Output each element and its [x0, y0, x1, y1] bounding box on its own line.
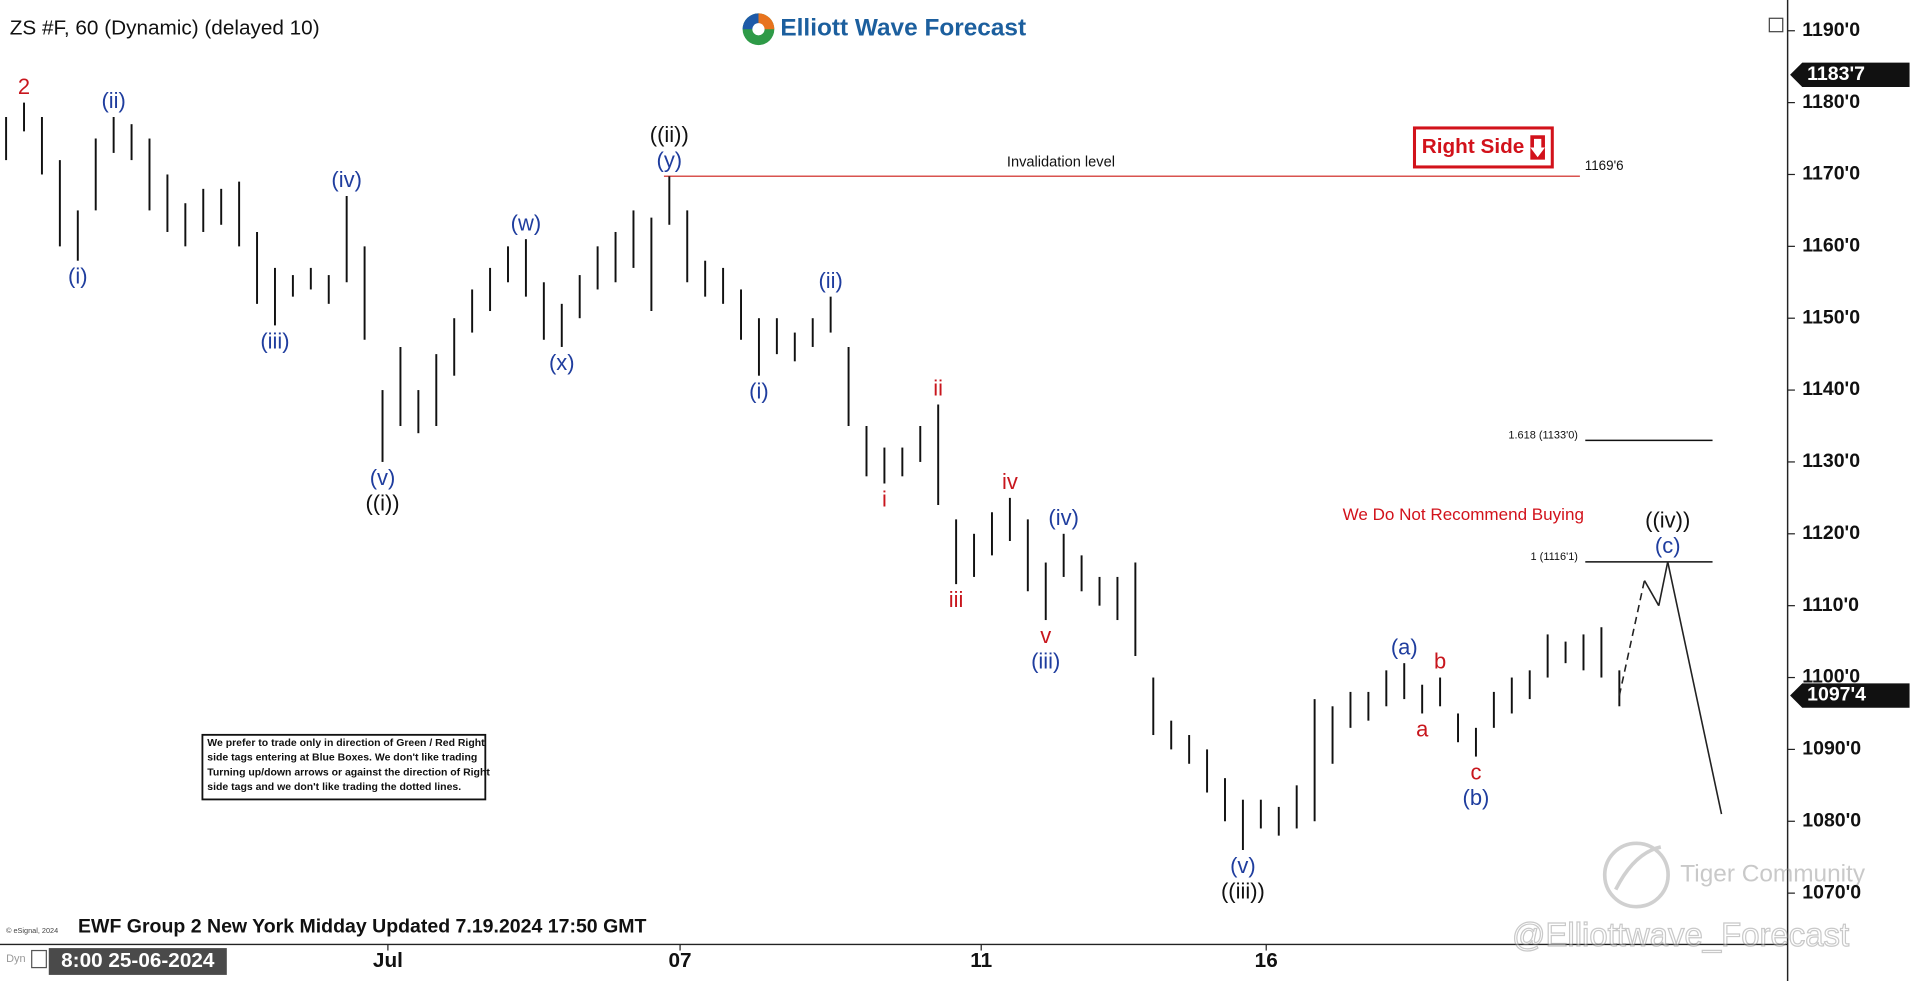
y-tick-label: 1170'0	[1802, 163, 1860, 185]
projection-line	[1618, 580, 1646, 696]
wave-label: (w)	[511, 210, 541, 235]
mode-tag: Dyn	[6, 953, 26, 965]
disclaimer-line: side tags and we don't like trading the …	[207, 782, 461, 793]
wave-label: (ii)	[818, 268, 842, 293]
watermark-text: @Elliottwave_Forecast	[1512, 916, 1849, 953]
watermark: Tiger Community @Elliottwave_Forecast	[1511, 841, 1866, 953]
wave-label: b	[1434, 649, 1446, 674]
wave-label: (iv)	[1048, 505, 1078, 530]
wave-label: ((iv))	[1645, 507, 1690, 532]
watermark-text: Tiger Community	[1680, 860, 1866, 887]
y-tick-label: 1180'0	[1802, 91, 1860, 113]
wave-label: (iii)	[1031, 648, 1060, 673]
level-label: 1 (1116'1)	[1531, 551, 1578, 563]
wave-label: c	[1470, 759, 1481, 784]
warning-text: We Do Not Recommend Buying	[1343, 505, 1584, 524]
wave-label: i	[882, 486, 887, 511]
right-side-tag: Right Side	[1412, 126, 1554, 169]
projection-line	[1666, 561, 1723, 815]
wave-label: (b)	[1463, 785, 1490, 810]
projection-line	[1643, 580, 1660, 607]
y-tick-label: 1120'0	[1802, 522, 1860, 544]
copyright: © eSignal, 2024	[6, 926, 58, 935]
wave-label: ((iii))	[1221, 878, 1265, 903]
level-label: 1169'6	[1585, 158, 1624, 173]
disclaimer-box: We prefer to trade only in direction of …	[201, 733, 490, 801]
disclaimer-line: We prefer to trade only in direction of …	[207, 738, 485, 749]
wave-label: (a)	[1391, 634, 1418, 659]
wave-label: iv	[1002, 469, 1018, 494]
brand-logo: Elliott Wave Forecast	[734, 7, 1061, 49]
wave-label: (iii)	[260, 328, 289, 353]
y-tick-label: 1090'0	[1802, 738, 1861, 760]
wave-label: ((i))	[365, 490, 399, 515]
wave-label: (v)	[370, 465, 396, 490]
invalidation-label: Invalidation level	[1007, 155, 1115, 171]
window-icon[interactable]	[1768, 17, 1784, 33]
footer-text: EWF Group 2 New York Midday Updated 7.19…	[78, 916, 646, 938]
wave-label: (c)	[1655, 533, 1681, 558]
wave-label: (ii)	[101, 88, 125, 113]
disclaimer-line: Turning up/down arrows or against the di…	[207, 767, 490, 778]
y-tick-label: 1100'0	[1802, 666, 1860, 688]
price-tag	[1790, 683, 1910, 708]
wave-label: (x)	[549, 350, 575, 375]
right-side-text: Right Side	[1422, 135, 1524, 158]
chart-title: ZS #F, 60 (Dynamic) (delayed 10)	[10, 17, 320, 40]
x-tick-label: Jul	[373, 949, 403, 972]
projection-line	[1658, 561, 1669, 606]
wave-label: ii	[933, 376, 943, 401]
wave-label: ((ii))	[650, 122, 689, 147]
start-date-label: 8:00 25-06-2024	[61, 949, 215, 972]
y-tick-label: 1110'0	[1802, 594, 1859, 616]
disclaimer-line: side tags entering at Blue Boxes. We don…	[207, 753, 477, 764]
wave-label: (i)	[68, 264, 88, 289]
wave-label: (iv)	[331, 167, 361, 192]
wave-label: (i)	[749, 379, 769, 404]
y-tick-label: 1160'0	[1802, 235, 1860, 257]
price-tag-label: 1097'4	[1807, 684, 1866, 706]
level-label: 1.618 (1133'0)	[1508, 429, 1578, 441]
x-tick-label: 11	[970, 949, 992, 972]
start-date-box	[48, 948, 227, 975]
x-tick-label: 16	[1255, 949, 1278, 972]
wave-label: (y)	[657, 147, 683, 172]
wave-label: (v)	[1230, 853, 1256, 878]
wave-label: iii	[949, 587, 964, 612]
wave-label: a	[1416, 716, 1429, 741]
x-tick-label: 07	[669, 949, 692, 972]
y-tick-label: 1070'0	[1802, 881, 1861, 903]
y-tick-label: 1150'0	[1802, 306, 1860, 328]
brand-name: Elliott Wave Forecast	[780, 15, 1026, 42]
wave-label: 2	[18, 74, 30, 99]
y-tick-label: 1080'0	[1802, 809, 1861, 831]
y-tick-label: 1140'0	[1802, 378, 1860, 400]
y-tick-label: 1130'0	[1802, 450, 1860, 472]
wave-label: v	[1040, 623, 1051, 648]
price-tag-label: 1183'7	[1807, 63, 1865, 85]
price-tag	[1790, 62, 1910, 87]
y-tick-label: 1190'0	[1802, 19, 1860, 41]
calendar-icon[interactable]	[31, 949, 47, 969]
